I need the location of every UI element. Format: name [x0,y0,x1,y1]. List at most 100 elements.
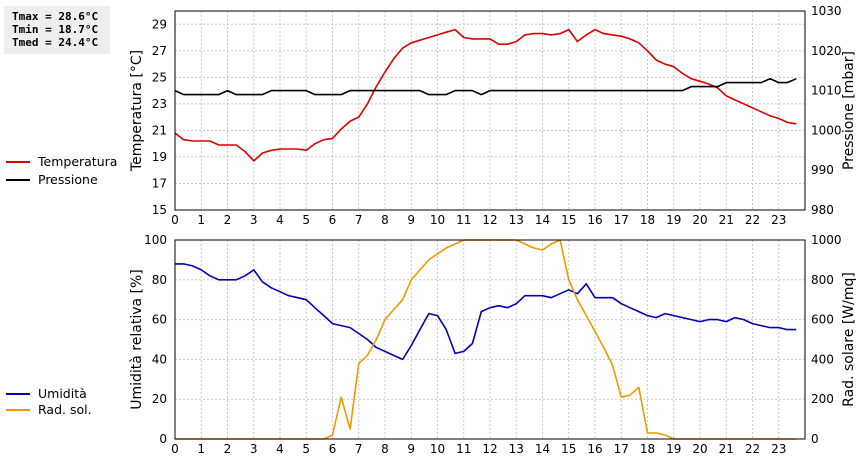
top-ytick-left-6: 27 [152,44,167,58]
stats-box: Tmax = 28.6°C Tmin = 18.7°C Tmed = 24.4°… [4,6,110,54]
bottom-ytick-left-4: 80 [152,273,167,287]
top-xtick-1: 1 [197,213,205,227]
top-plot-frame [174,10,806,211]
bottom-ylabel-left: Umidità relativa [%] [129,269,145,410]
top-xtick-17: 17 [614,213,629,227]
bottom-ytick-right-0: 0 [811,432,819,446]
tmed-text: Tmed = 24.4°C [12,36,99,49]
legend-label-pressione: Pressione [38,172,98,187]
top-ytick-left-2: 19 [152,150,167,164]
top-xtick-6: 6 [329,213,337,227]
top-xtick-19: 19 [666,213,681,227]
bottom-xtick-6: 6 [329,442,337,456]
bottom-xtick-0: 0 [171,442,179,456]
bottom-ytick-left-0: 0 [159,432,167,446]
top-xtick-20: 20 [692,213,707,227]
bottom-ytick-right-5: 1000 [811,233,842,247]
bottom-ytick-right-4: 800 [811,273,834,287]
bottom-ytick-left-1: 20 [152,392,167,406]
bottom-ytick-right-3: 600 [811,313,834,327]
top-xtick-21: 21 [719,213,734,227]
bottom-xtick-11: 11 [456,442,471,456]
top-ylabel-right: Pressione [mbar] [841,51,857,170]
top-xtick-10: 10 [430,213,445,227]
bottom-ytick-left-3: 60 [152,313,167,327]
bottom-xtick-12: 12 [482,442,497,456]
bottom-xtick-8: 8 [381,442,389,456]
top-xtick-5: 5 [302,213,310,227]
legend-swatch-pressione [6,178,30,181]
bottom-xtick-5: 5 [302,442,310,456]
top-xtick-8: 8 [381,213,389,227]
bottom-xtick-7: 7 [355,442,363,456]
top-xtick-15: 15 [561,213,576,227]
top-ytick-right-0: 980 [811,203,834,217]
top-ytick-left-7: 29 [152,17,167,31]
legend-temperatura: Temperatura [6,154,117,169]
legend-label-radsol: Rad. sol. [38,402,92,417]
bottom-xtick-3: 3 [250,442,258,456]
bottom-xtick-13: 13 [509,442,524,456]
bottom-plot-frame [174,239,806,440]
top-xtick-2: 2 [224,213,232,227]
top-ytick-right-5: 1030 [811,4,842,18]
top-xtick-16: 16 [587,213,602,227]
top-xtick-12: 12 [482,213,497,227]
bottom-xtick-1: 1 [197,442,205,456]
tmin-text: Tmin = 18.7°C [12,23,99,36]
legend-radsol: Rad. sol. [6,402,92,417]
top-ytick-left-4: 23 [152,97,167,111]
bottom-series-umidit- [175,263,797,361]
top-ytick-right-4: 1020 [811,44,842,58]
legend-swatch-temperatura [6,160,30,163]
bottom-ytick-right-2: 400 [811,352,834,366]
bottom-ytick-left-2: 40 [152,352,167,366]
bottom-xtick-20: 20 [692,442,707,456]
top-xtick-14: 14 [535,213,550,227]
top-xtick-23: 23 [771,213,786,227]
top-series-temperatura [174,28,797,162]
legend-label-temperatura: Temperatura [38,154,118,169]
bottom-xtick-21: 21 [719,442,734,456]
top-xtick-4: 4 [276,213,284,227]
top-xtick-9: 9 [407,213,415,227]
top-ytick-right-1: 990 [811,163,834,177]
legend-swatch-radsol [6,408,30,411]
bottom-xtick-15: 15 [561,442,576,456]
bottom-xtick-4: 4 [276,442,284,456]
bottom-xtick-9: 9 [407,442,415,456]
bottom-xtick-10: 10 [430,442,445,456]
bottom-xtick-19: 19 [666,442,681,456]
top-xtick-18: 18 [640,213,655,227]
top-ytick-right-3: 1010 [811,84,842,98]
legend-pressione: Pressione [6,172,98,187]
bottom-ylabel-right: Rad. solare [W/mq] [841,272,857,407]
top-xtick-3: 3 [250,213,258,227]
bottom-ytick-left-5: 100 [144,233,167,247]
top-ylabel-left: Temperatura [°C] [129,50,145,172]
top-xtick-7: 7 [355,213,363,227]
top-ytick-left-0: 15 [152,203,167,217]
top-xtick-11: 11 [456,213,471,227]
tmax-text: Tmax = 28.6°C [12,10,99,23]
top-ytick-left-1: 17 [152,176,167,190]
top-xtick-13: 13 [509,213,524,227]
bottom-ytick-right-1: 200 [811,392,834,406]
bottom-xtick-17: 17 [614,442,629,456]
top-ytick-right-2: 1000 [811,123,842,137]
legend-umidita: Umidità [6,386,87,401]
legend-swatch-umidita [6,392,30,395]
top-xtick-22: 22 [745,213,760,227]
bottom-series-rad-sol- [175,239,797,440]
bottom-xtick-2: 2 [224,442,232,456]
bottom-xtick-23: 23 [771,442,786,456]
top-ytick-left-3: 21 [152,123,167,137]
top-xtick-0: 0 [171,213,179,227]
top-ytick-left-5: 25 [152,70,167,84]
bottom-xtick-16: 16 [587,442,602,456]
top-series-pressione [174,77,797,96]
bottom-xtick-22: 22 [745,442,760,456]
bottom-xtick-18: 18 [640,442,655,456]
legend-label-umidita: Umidità [38,386,87,401]
